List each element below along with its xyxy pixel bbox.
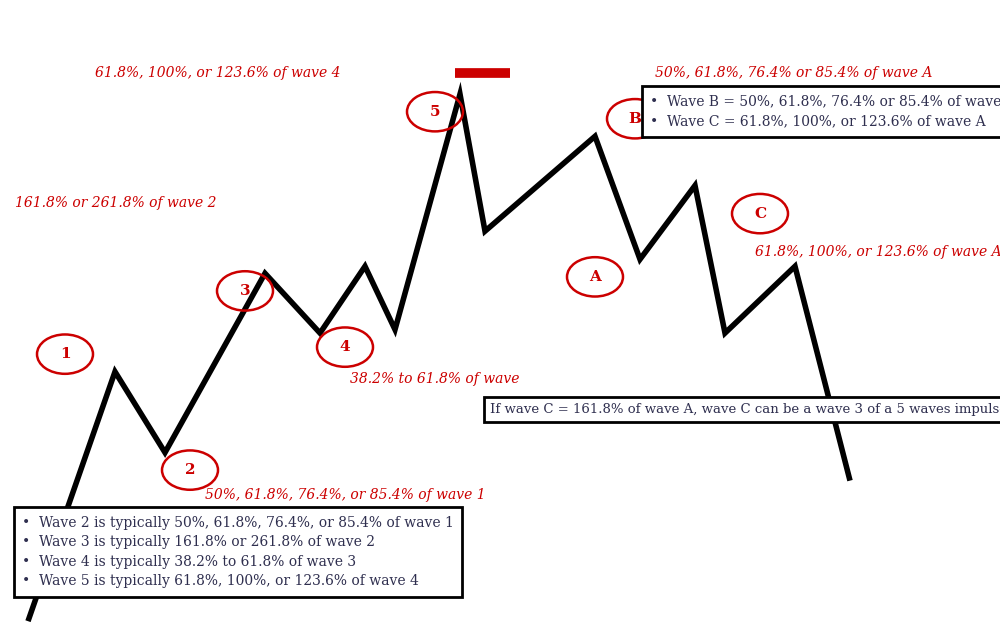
Text: If wave C = 161.8% of wave A, wave C can be a wave 3 of a 5 waves impulse.: If wave C = 161.8% of wave A, wave C can… — [490, 403, 1000, 416]
Text: •  Wave B = 50%, 61.8%, 76.4% or 85.4% of wave A
•  Wave C = 61.8%, 100%, or 123: • Wave B = 50%, 61.8%, 76.4% or 85.4% of… — [650, 94, 1000, 129]
Text: 61.8%, 100%, or 123.6% of wave 4: 61.8%, 100%, or 123.6% of wave 4 — [95, 66, 340, 80]
Text: 4: 4 — [340, 340, 350, 354]
Text: 161.8% or 261.8% of wave 2: 161.8% or 261.8% of wave 2 — [15, 196, 216, 210]
Text: 50%, 61.8%, 76.4% or 85.4% of wave A: 50%, 61.8%, 76.4% or 85.4% of wave A — [655, 66, 932, 80]
Text: 2: 2 — [185, 463, 195, 477]
Text: 5: 5 — [430, 105, 440, 119]
Text: A: A — [589, 270, 601, 284]
Text: C: C — [754, 206, 766, 221]
Text: 1: 1 — [60, 347, 70, 361]
Text: •  Wave 2 is typically 50%, 61.8%, 76.4%, or 85.4% of wave 1
•  Wave 3 is typica: • Wave 2 is typically 50%, 61.8%, 76.4%,… — [22, 516, 454, 588]
Text: 61.8%, 100%, or 123.6% of wave A: 61.8%, 100%, or 123.6% of wave A — [755, 245, 1000, 259]
Text: B: B — [628, 112, 641, 126]
Text: 38.2% to 61.8% of wave: 38.2% to 61.8% of wave — [350, 372, 520, 386]
Text: 50%, 61.8%, 76.4%, or 85.4% of wave 1: 50%, 61.8%, 76.4%, or 85.4% of wave 1 — [205, 488, 486, 502]
Text: 3: 3 — [240, 284, 250, 298]
